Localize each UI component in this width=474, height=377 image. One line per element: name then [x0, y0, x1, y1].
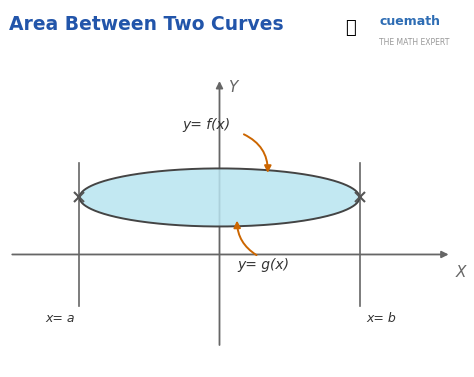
Text: Y: Y — [228, 80, 237, 95]
Text: y= f(x): y= f(x) — [182, 118, 230, 132]
Text: x= a: x= a — [46, 312, 75, 325]
Text: X: X — [456, 265, 466, 280]
Text: Area Between Two Curves: Area Between Two Curves — [9, 15, 284, 34]
Text: x= b: x= b — [366, 312, 396, 325]
Text: y= g(x): y= g(x) — [237, 258, 289, 272]
Text: THE MATH EXPERT: THE MATH EXPERT — [379, 38, 449, 47]
Text: 🚀: 🚀 — [346, 19, 356, 37]
Text: cuemath: cuemath — [379, 15, 440, 28]
